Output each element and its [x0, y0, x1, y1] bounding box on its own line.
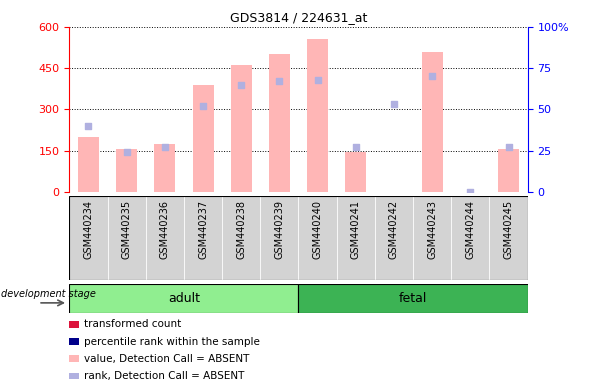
- Bar: [498, 149, 519, 192]
- Point: [466, 189, 475, 195]
- Bar: [413, 196, 451, 280]
- Point: [428, 73, 437, 79]
- Bar: [336, 196, 375, 280]
- Text: GSM440243: GSM440243: [427, 200, 437, 259]
- Bar: [451, 196, 490, 280]
- Text: GSM440240: GSM440240: [312, 200, 323, 259]
- Title: GDS3814 / 224631_at: GDS3814 / 224631_at: [230, 11, 367, 24]
- Bar: [69, 338, 79, 345]
- Bar: [154, 144, 175, 192]
- Text: GSM440238: GSM440238: [236, 200, 246, 259]
- Text: GSM440235: GSM440235: [122, 200, 131, 259]
- Bar: [184, 196, 222, 280]
- Bar: [307, 39, 328, 192]
- Bar: [260, 196, 298, 280]
- Text: GSM440241: GSM440241: [351, 200, 361, 259]
- Point: [160, 144, 169, 151]
- Bar: [375, 196, 413, 280]
- Text: transformed count: transformed count: [84, 319, 181, 329]
- Point: [122, 149, 131, 156]
- Point: [198, 103, 208, 109]
- Text: GSM440237: GSM440237: [198, 200, 208, 259]
- Bar: [421, 52, 443, 192]
- Text: percentile rank within the sample: percentile rank within the sample: [84, 336, 260, 346]
- Text: GSM440244: GSM440244: [466, 200, 475, 259]
- Point: [274, 78, 284, 84]
- Point: [236, 82, 246, 88]
- Text: rank, Detection Call = ABSENT: rank, Detection Call = ABSENT: [84, 371, 244, 381]
- Bar: [231, 65, 251, 192]
- Bar: [78, 137, 99, 192]
- Bar: [69, 321, 79, 328]
- Bar: [69, 372, 79, 379]
- Text: GSM440239: GSM440239: [274, 200, 285, 259]
- Bar: [116, 149, 137, 192]
- Text: GSM440245: GSM440245: [504, 200, 514, 259]
- Text: development stage: development stage: [1, 289, 96, 299]
- Bar: [298, 284, 528, 313]
- Text: adult: adult: [168, 292, 200, 305]
- Bar: [69, 284, 298, 313]
- Text: fetal: fetal: [399, 292, 428, 305]
- Bar: [298, 196, 336, 280]
- Text: GSM440236: GSM440236: [160, 200, 170, 259]
- Point: [84, 123, 93, 129]
- Text: GSM440234: GSM440234: [83, 200, 93, 259]
- Bar: [107, 196, 146, 280]
- Bar: [69, 196, 107, 280]
- Bar: [490, 196, 528, 280]
- Text: GSM440242: GSM440242: [389, 200, 399, 259]
- Bar: [222, 196, 260, 280]
- Point: [351, 144, 361, 151]
- Text: value, Detection Call = ABSENT: value, Detection Call = ABSENT: [84, 354, 249, 364]
- Bar: [69, 356, 79, 362]
- Bar: [269, 55, 290, 192]
- Point: [313, 77, 323, 83]
- Bar: [346, 152, 366, 192]
- Point: [389, 101, 399, 108]
- Bar: [192, 85, 213, 192]
- Bar: [146, 196, 184, 280]
- Point: [504, 144, 513, 151]
